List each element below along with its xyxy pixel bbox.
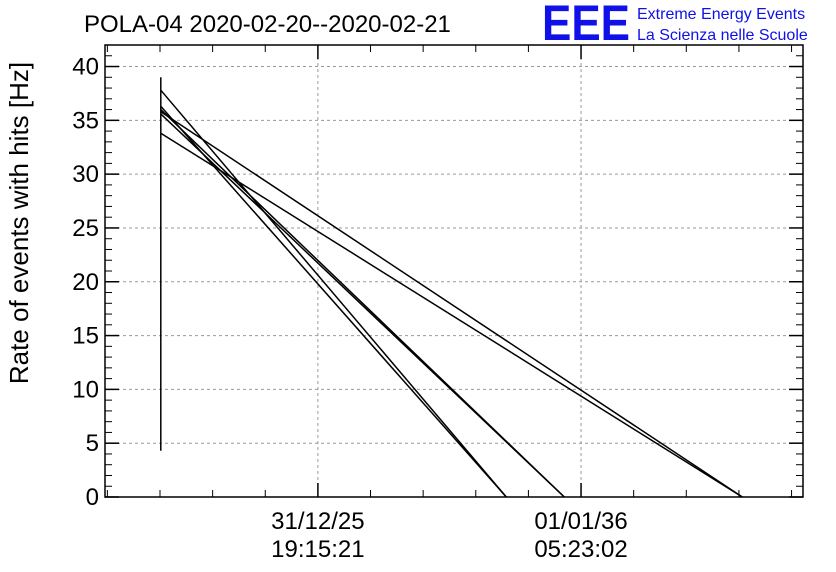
logo-mark: EEE <box>542 0 630 51</box>
y-tick-label: 25 <box>72 215 99 242</box>
y-tick-label: 30 <box>72 161 99 188</box>
y-tick-label: 0 <box>86 484 99 511</box>
grid <box>105 45 803 497</box>
logo-line-1: Extreme Energy Events <box>637 6 805 23</box>
series-line-5 <box>160 113 565 498</box>
y-tick-label: 15 <box>72 323 99 350</box>
eee-logo: EEE Extreme Energy Events La Scienza nel… <box>542 0 808 51</box>
y-axis-label: Rate of events with hits [Hz] <box>4 62 34 384</box>
y-tick-labels: 0 5 10 15 20 25 30 35 40 <box>72 54 99 511</box>
plot-frame <box>104 44 804 498</box>
series-group <box>160 77 743 498</box>
y-tick-label: 40 <box>72 54 99 81</box>
x-tick-label-time: 19:15:21 <box>271 536 364 563</box>
series-line-6 <box>160 111 743 498</box>
x-tick-label-time: 05:23:02 <box>534 536 627 563</box>
chart-title: POLA-04 2020-02-20--2020-02-21 <box>84 11 451 38</box>
x-tick-label-date: 01/01/36 <box>534 508 627 535</box>
series-line-2 <box>160 89 507 498</box>
series-line-7 <box>160 132 743 498</box>
y-tick-label: 20 <box>72 269 99 296</box>
y-tick-label: 5 <box>86 430 99 457</box>
logo-line-2: La Scienza nelle Scuole <box>637 27 808 44</box>
x-tick-label-date: 31/12/25 <box>271 508 364 535</box>
axis-ticks <box>105 44 803 498</box>
y-tick-label: 10 <box>72 376 99 403</box>
series-line-3 <box>160 105 507 498</box>
y-tick-label: 35 <box>72 107 99 134</box>
